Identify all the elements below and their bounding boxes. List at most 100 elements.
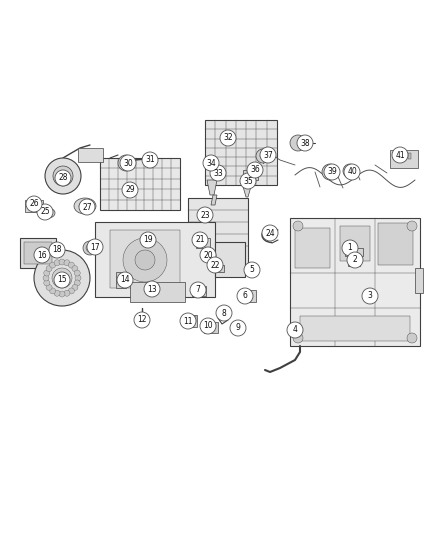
Polygon shape xyxy=(242,183,252,197)
Bar xyxy=(214,265,224,272)
Text: 23: 23 xyxy=(200,211,210,220)
Circle shape xyxy=(54,272,70,288)
Circle shape xyxy=(59,259,65,265)
Circle shape xyxy=(260,153,266,159)
Bar xyxy=(20,238,56,268)
Circle shape xyxy=(230,320,246,336)
Text: 2: 2 xyxy=(353,255,357,264)
Bar xyxy=(130,282,185,302)
Circle shape xyxy=(342,240,358,256)
Circle shape xyxy=(44,280,50,286)
Text: 4: 4 xyxy=(293,326,297,335)
Circle shape xyxy=(79,199,95,215)
Circle shape xyxy=(256,149,270,163)
Circle shape xyxy=(144,281,160,297)
Bar xyxy=(110,230,180,288)
Text: 7: 7 xyxy=(195,286,201,295)
Bar xyxy=(188,198,248,273)
Text: 8: 8 xyxy=(222,309,226,318)
Bar xyxy=(184,316,196,322)
Text: 28: 28 xyxy=(58,174,68,182)
Ellipse shape xyxy=(41,208,55,218)
Circle shape xyxy=(59,291,65,297)
Text: 38: 38 xyxy=(300,139,310,148)
Circle shape xyxy=(347,252,363,268)
Circle shape xyxy=(362,288,378,304)
Circle shape xyxy=(68,262,74,268)
Circle shape xyxy=(344,164,360,180)
Circle shape xyxy=(72,285,78,290)
Bar xyxy=(348,260,360,266)
Bar xyxy=(25,200,43,212)
Circle shape xyxy=(262,225,278,241)
Circle shape xyxy=(72,265,78,272)
Circle shape xyxy=(221,308,229,316)
Circle shape xyxy=(207,257,223,273)
Bar xyxy=(215,242,245,277)
Text: 3: 3 xyxy=(367,292,372,301)
Circle shape xyxy=(50,247,60,257)
Circle shape xyxy=(407,333,417,343)
Text: 5: 5 xyxy=(250,265,254,274)
Bar xyxy=(183,315,197,327)
Text: 26: 26 xyxy=(29,199,39,208)
Bar xyxy=(100,158,180,210)
Bar xyxy=(116,272,126,288)
Bar xyxy=(295,228,330,268)
Circle shape xyxy=(140,232,156,248)
Circle shape xyxy=(190,282,206,298)
Bar xyxy=(192,286,206,296)
Text: 27: 27 xyxy=(82,203,92,212)
Text: 21: 21 xyxy=(195,236,205,245)
Text: 37: 37 xyxy=(263,150,273,159)
Text: 40: 40 xyxy=(347,167,357,176)
Circle shape xyxy=(26,196,42,212)
Circle shape xyxy=(55,170,71,186)
Circle shape xyxy=(135,250,155,270)
Bar xyxy=(403,153,406,159)
Circle shape xyxy=(34,250,90,306)
Circle shape xyxy=(75,275,81,281)
Circle shape xyxy=(54,290,60,296)
Circle shape xyxy=(407,221,417,231)
Circle shape xyxy=(87,239,103,255)
Circle shape xyxy=(200,247,216,263)
Circle shape xyxy=(54,260,60,266)
Circle shape xyxy=(44,270,50,276)
Bar xyxy=(204,322,218,333)
Bar xyxy=(196,238,210,248)
Text: 11: 11 xyxy=(183,317,193,326)
Circle shape xyxy=(117,272,133,288)
Circle shape xyxy=(244,262,260,278)
Circle shape xyxy=(210,165,226,181)
Text: 33: 33 xyxy=(213,168,223,177)
Text: 36: 36 xyxy=(250,166,260,174)
Text: 9: 9 xyxy=(236,324,240,333)
Bar xyxy=(390,150,418,168)
Bar xyxy=(139,318,145,324)
Circle shape xyxy=(216,305,232,321)
Text: 22: 22 xyxy=(210,261,220,270)
Circle shape xyxy=(203,155,219,171)
Bar xyxy=(240,290,256,302)
Circle shape xyxy=(293,221,303,231)
Circle shape xyxy=(324,164,340,180)
Circle shape xyxy=(240,173,256,189)
Circle shape xyxy=(37,204,53,220)
Text: 30: 30 xyxy=(123,158,133,167)
Circle shape xyxy=(74,270,80,276)
Polygon shape xyxy=(211,195,217,205)
Bar xyxy=(415,268,423,293)
Circle shape xyxy=(53,166,73,186)
Bar xyxy=(95,222,215,297)
Circle shape xyxy=(204,250,216,262)
Circle shape xyxy=(247,162,263,178)
Text: 31: 31 xyxy=(145,156,155,165)
Circle shape xyxy=(122,182,138,198)
Circle shape xyxy=(74,280,80,286)
Circle shape xyxy=(86,244,94,252)
Circle shape xyxy=(120,155,136,171)
Bar xyxy=(345,248,363,256)
Circle shape xyxy=(192,232,208,248)
Text: 29: 29 xyxy=(125,185,135,195)
